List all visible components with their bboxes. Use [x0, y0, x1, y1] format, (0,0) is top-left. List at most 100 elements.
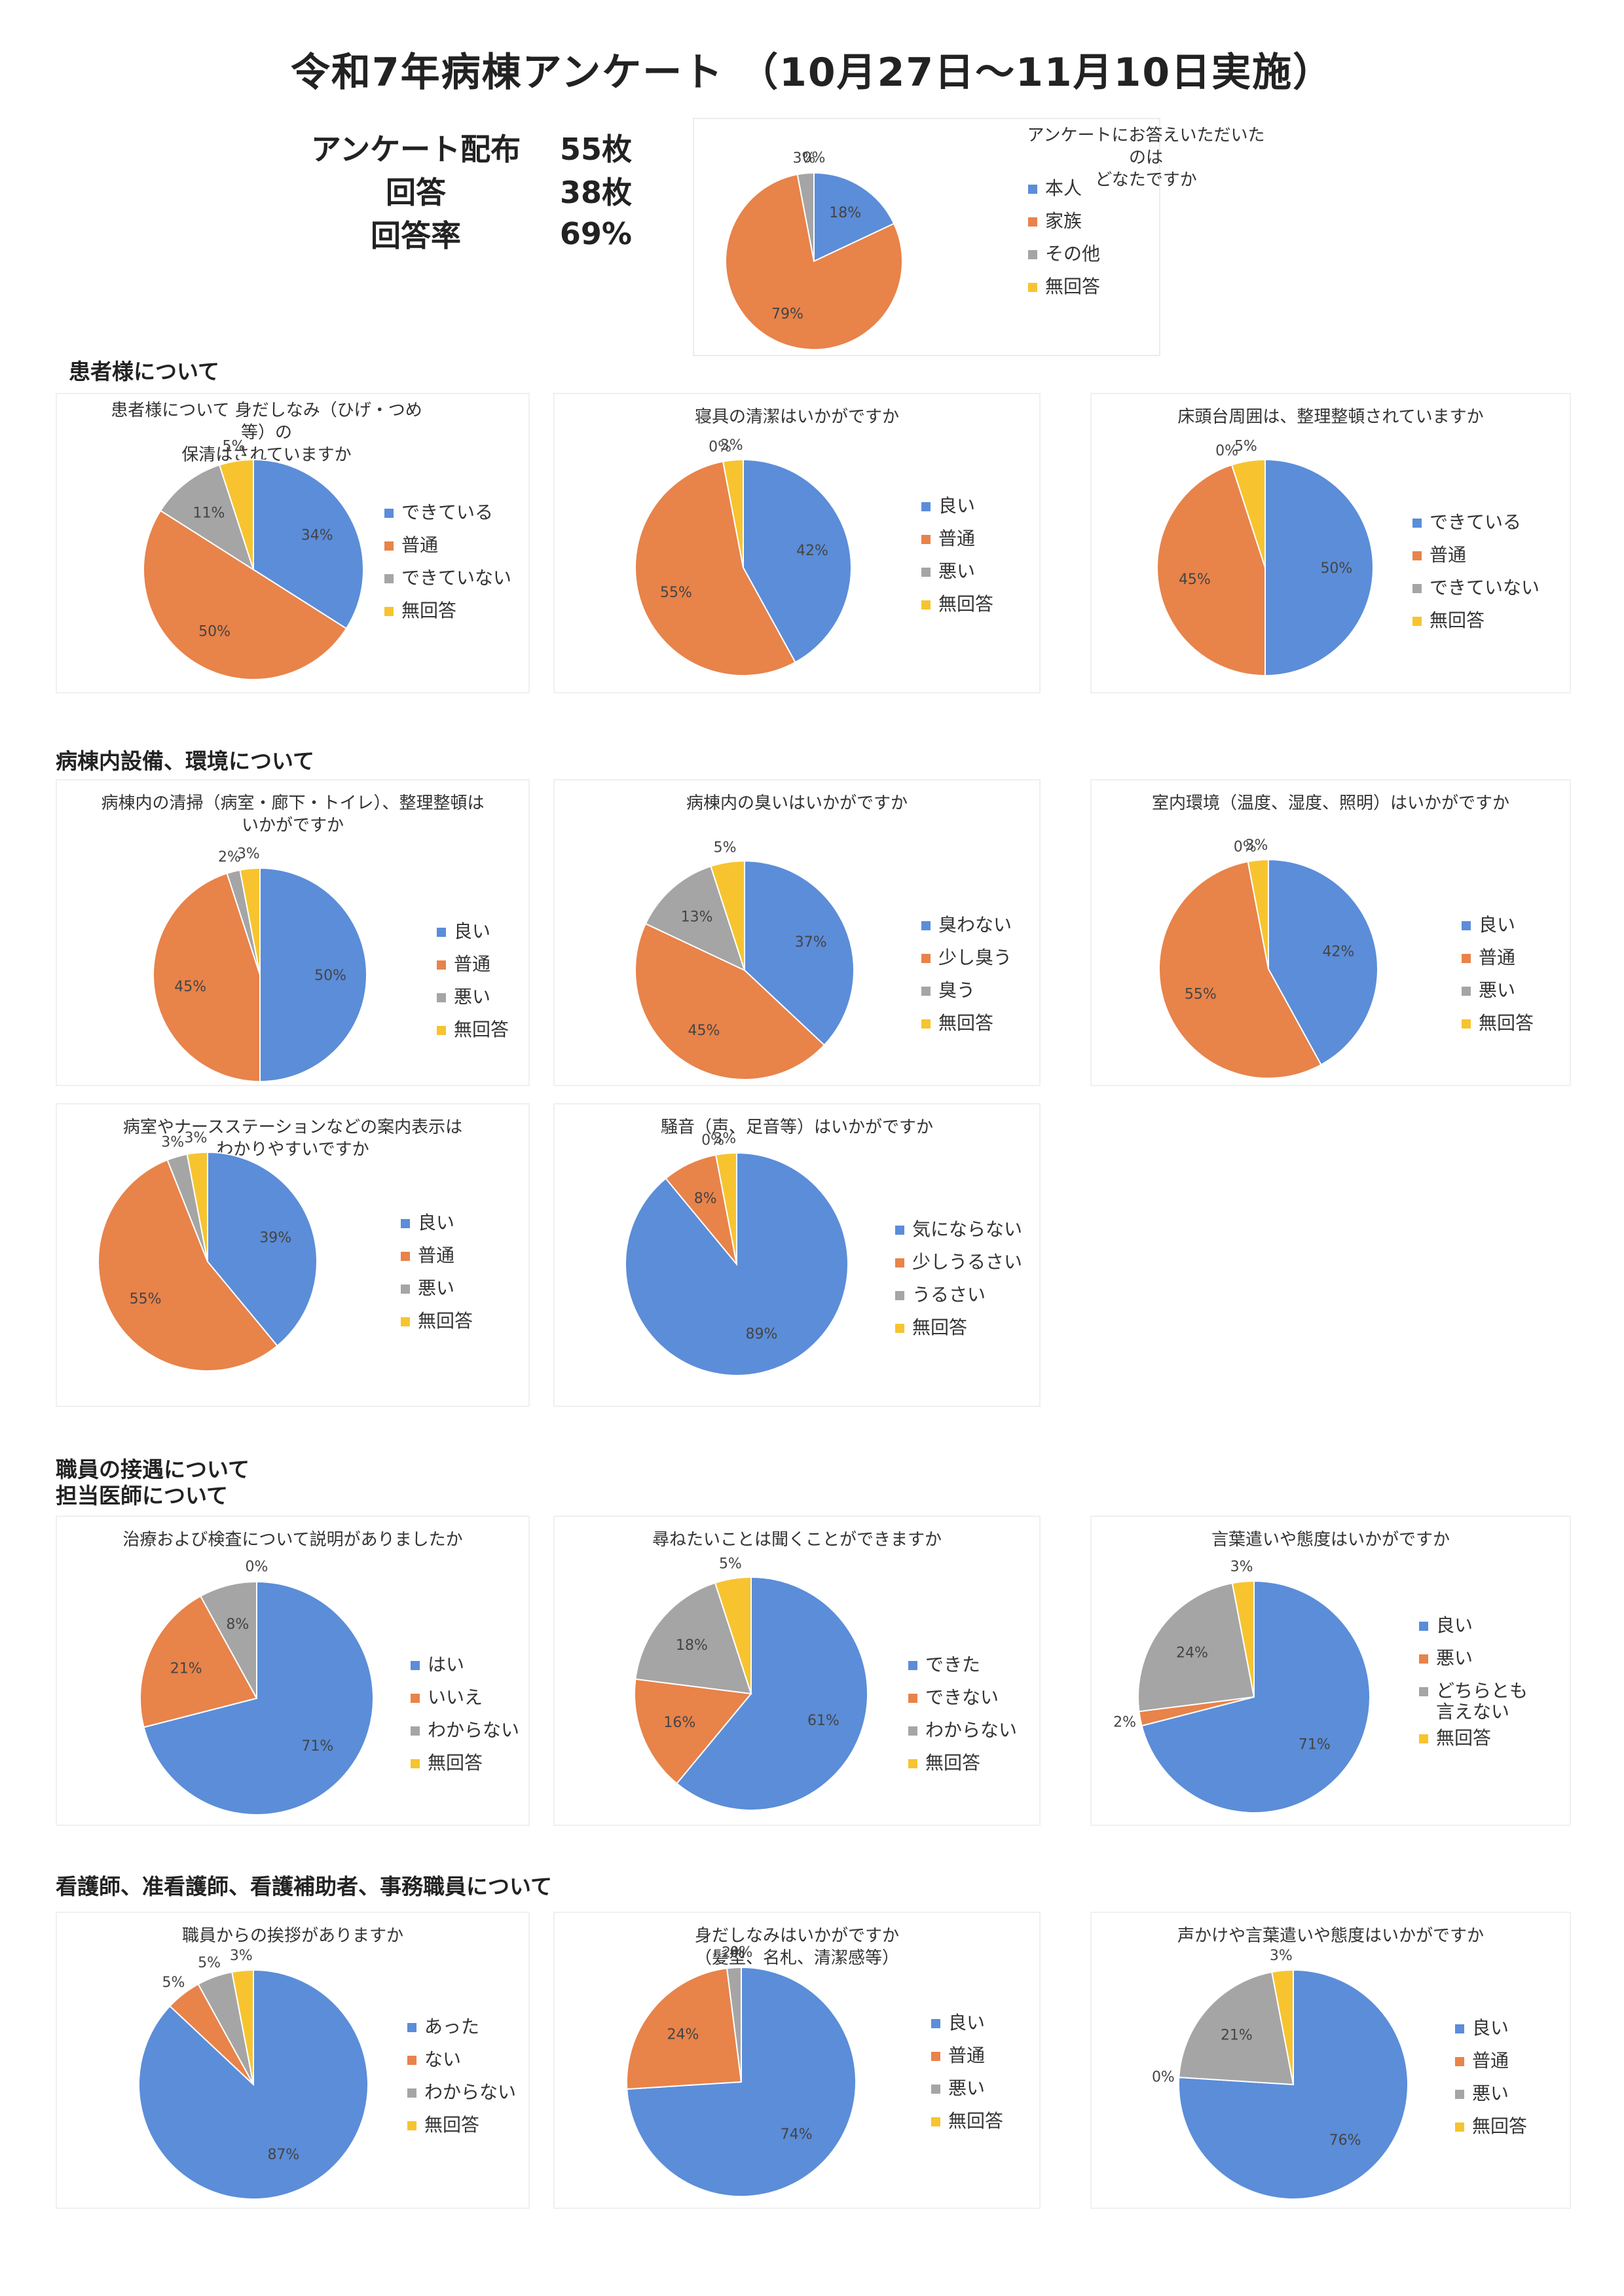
- legend-label: 普通: [1472, 2050, 1509, 2071]
- stat-response-rate: 回答率 69%: [298, 212, 658, 255]
- chart-legend: 良い 普通 悪い 無回答: [921, 496, 993, 627]
- legend-swatch: [1455, 2024, 1464, 2033]
- slice-value-label: 24%: [1176, 1645, 1208, 1661]
- legend-item: できている: [384, 502, 511, 535]
- legend-item: はい: [411, 1654, 519, 1687]
- legend-item: 悪い: [1455, 2083, 1527, 2116]
- legend-item: 家族: [1028, 211, 1100, 244]
- legend-swatch: [1419, 1622, 1428, 1631]
- stat-value: 38枚: [559, 175, 632, 210]
- legend-label: 良い: [948, 2012, 986, 2033]
- legend-label: 悪い: [454, 986, 491, 1008]
- legend-item: いいえ: [411, 1687, 519, 1720]
- pie-chart-panel: 病棟内の清掃（病室・廊下・トイレ）、整理整頓は いかがですか 50% 45% 2% 3%…: [56, 779, 530, 1086]
- slice-value-label: 8%: [694, 1191, 717, 1207]
- slice-value-label: 3%: [713, 1131, 736, 1147]
- legend-item: 無回答: [1028, 276, 1100, 309]
- legend-swatch: [384, 574, 394, 583]
- legend-item: できない: [908, 1687, 1017, 1720]
- legend-label: 少しうるさい: [912, 1251, 1023, 1273]
- legend-item: 悪い: [1419, 1648, 1528, 1681]
- legend-swatch: [1419, 1654, 1428, 1664]
- legend-label: 悪い: [948, 2077, 986, 2099]
- pie-slice: [710, 860, 745, 971]
- slice-value-label: 37%: [795, 934, 827, 951]
- legend-label: 本人: [1045, 177, 1082, 199]
- pie-slice: [625, 1152, 849, 1376]
- pie-slice: [199, 1580, 257, 1699]
- legend-label: 良い: [418, 1212, 455, 1233]
- legend-swatch: [921, 535, 931, 544]
- legend-item: 無回答: [1455, 2116, 1527, 2149]
- legend-swatch: [921, 921, 931, 930]
- legend-item: わからない: [908, 1720, 1017, 1753]
- slice-value-label: 5%: [1234, 438, 1257, 454]
- pie-slice: [1141, 1580, 1371, 1813]
- survey-stats: アンケート配布 55枚 回答 38枚 回答率 69%: [298, 126, 658, 255]
- slice-value-label: 5%: [719, 1556, 742, 1573]
- pie-chart-panel: 騒音（声、足音等）はいかがですか 89% 8% 0% 3% 気にならない 少しうるさい うるさ…: [553, 1103, 1041, 1407]
- legend-swatch: [407, 2121, 416, 2130]
- pie-slice: [1156, 464, 1266, 677]
- chart-title: 治療および検査について説明がありましたか: [122, 1530, 463, 1550]
- legend-label: 無回答: [454, 1019, 509, 1040]
- slice-value-label: 5%: [198, 1955, 221, 1971]
- slice-value-label: 74%: [781, 2126, 813, 2143]
- legend-item: 無回答: [921, 594, 993, 627]
- legend-swatch: [1462, 987, 1471, 996]
- chart-legend: 良い 普通 悪い 無回答: [1455, 2018, 1527, 2149]
- legend-item: 少し臭う: [921, 947, 1012, 980]
- legend-swatch: [401, 1219, 410, 1228]
- legend-item: 無回答: [895, 1317, 1022, 1350]
- legend-label: できない: [925, 1686, 999, 1708]
- legend-swatch: [895, 1324, 904, 1333]
- legend-swatch: [384, 541, 394, 551]
- pie-chart-panel: 病棟内の臭いはいかがですか 37% 45% 13% 5% 臭わない 少し臭う 臭う 無回答: [553, 779, 1041, 1086]
- page-title: 令和7年病棟アンケート （10月27日～11月10日実施）: [290, 50, 1334, 96]
- legend-label: 家族: [1045, 210, 1082, 232]
- pie-slice: [1230, 458, 1266, 568]
- legend-item: 無回答: [411, 1753, 519, 1785]
- pie-slice: [218, 458, 254, 570]
- legend-swatch: [921, 987, 931, 996]
- legend-swatch: [895, 1291, 904, 1300]
- pie-slice: [143, 509, 348, 680]
- slice-value-label: 0%: [1152, 2069, 1175, 2086]
- legend-swatch: [437, 960, 446, 970]
- legend-item: 良い: [931, 2013, 1003, 2045]
- slice-value-label: 18%: [676, 1637, 708, 1654]
- pie-slice: [1231, 1580, 1255, 1698]
- legend-label: 無回答: [1430, 610, 1485, 631]
- pie-slice: [1247, 858, 1269, 970]
- slice-value-label: 3%: [230, 1948, 253, 1964]
- legend-swatch: [1455, 2090, 1464, 2099]
- legend-item: 気にならない: [895, 1219, 1022, 1252]
- pie-chart: 18% 79% 3%0%: [725, 150, 903, 350]
- legend-item: 普通: [1462, 947, 1534, 980]
- slice-value-label: 2%: [722, 1944, 745, 1961]
- legend-label: いいえ: [428, 1686, 483, 1708]
- legend-label: 普通: [454, 953, 491, 975]
- chart-legend: 良い 悪い どちらとも 言えない 無回答: [1419, 1615, 1528, 1760]
- section-heading-nurse: 看護師、准看護師、看護補助者、事務職員について: [56, 1874, 553, 1899]
- pie-slice: [1158, 860, 1322, 1079]
- section-heading-staff: 職員の接遇について: [56, 1457, 250, 1482]
- pie-chart: 42% 55% 0%3%: [1158, 837, 1378, 1079]
- slice-value-label: 2%: [218, 849, 241, 866]
- chart-legend: はい いいえ わからない 無回答: [411, 1654, 519, 1785]
- legend-swatch: [1028, 283, 1037, 292]
- slice-value-label: 21%: [170, 1660, 202, 1677]
- legend-item: 普通: [1412, 545, 1540, 577]
- legend-label: 無回答: [1436, 1727, 1492, 1749]
- pie-chart: 76% 0% 21% 3%: [1152, 1948, 1409, 2200]
- legend-swatch: [1412, 584, 1422, 593]
- chart-title: 身だしなみはいかがですか （髪型、名札、清潔感等）: [694, 1926, 899, 1968]
- slice-value-label: 45%: [688, 1023, 720, 1039]
- chart-legend: 臭わない 少し臭う 臭う 無回答: [921, 915, 1012, 1046]
- legend-label: 無回答: [912, 1317, 968, 1338]
- legend-swatch: [411, 1726, 420, 1736]
- legend-swatch: [411, 1759, 420, 1768]
- legend-item: 普通: [931, 2045, 1003, 2078]
- pie-slice: [635, 1582, 752, 1695]
- legend-label: わからない: [925, 1719, 1018, 1741]
